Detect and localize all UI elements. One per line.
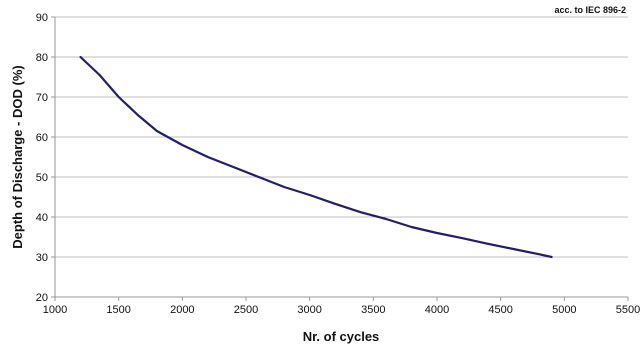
y-tick-labels: 20 30 40 50 60 70 80 90 <box>36 12 48 304</box>
y-tick-label-70: 70 <box>36 92 48 104</box>
series-line-0 <box>79 55 553 259</box>
y-axis-title: Depth of Discharge - DOD (%) <box>10 65 25 248</box>
x-tick-label-5500: 5500 <box>616 304 640 316</box>
y-tick-label-50: 50 <box>36 172 48 184</box>
series-layer <box>79 55 553 259</box>
x-axis-title: Nr. of cycles <box>303 329 380 344</box>
x-tick-label-2500: 2500 <box>234 304 258 316</box>
standard-annotation: acc. to IEC 896-2 <box>554 5 626 15</box>
y-tick-label-20: 20 <box>36 292 48 304</box>
x-tick-label-3500: 3500 <box>361 304 385 316</box>
gridlines <box>55 16 628 258</box>
axes <box>51 16 629 301</box>
x-tick-label-1500: 1500 <box>106 304 130 316</box>
y-tick-label-80: 80 <box>36 52 48 64</box>
y-tick-label-60: 60 <box>36 132 48 144</box>
x-tick-labels: 1000 1500 2000 2500 3000 3500 4000 4500 5000 5500 <box>43 304 640 316</box>
x-tick-label-4000: 4000 <box>425 304 449 316</box>
x-tick-label-1000: 1000 <box>43 304 67 316</box>
y-tick-label-30: 30 <box>36 252 48 264</box>
x-tick-label-2000: 2000 <box>170 304 194 316</box>
x-tick-label-3000: 3000 <box>297 304 321 316</box>
y-tick-label-40: 40 <box>36 212 48 224</box>
y-tick-label-90: 90 <box>36 12 48 24</box>
x-tick-label-5000: 5000 <box>552 304 576 316</box>
x-tick-label-4500: 4500 <box>488 304 512 316</box>
